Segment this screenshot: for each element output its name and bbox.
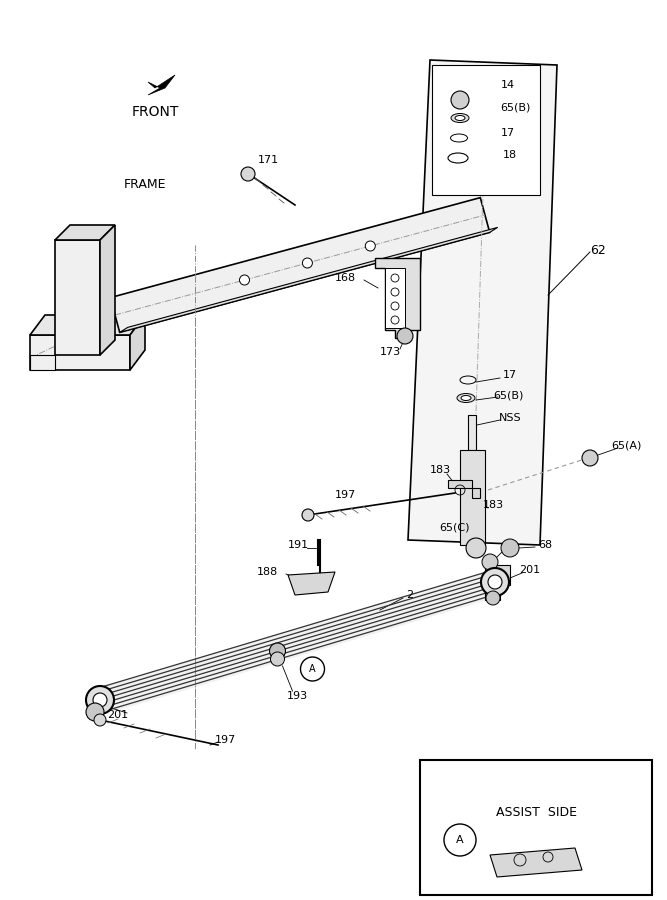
Circle shape: [501, 539, 519, 557]
Circle shape: [86, 686, 114, 714]
Text: 65(C): 65(C): [440, 523, 470, 533]
Text: FRAME: FRAME: [124, 178, 166, 192]
Polygon shape: [148, 75, 175, 95]
Polygon shape: [30, 315, 145, 335]
Text: 201: 201: [520, 565, 540, 575]
Text: 18: 18: [503, 150, 517, 160]
Circle shape: [93, 693, 107, 707]
Ellipse shape: [467, 543, 485, 553]
Text: 191: 191: [287, 540, 309, 550]
Circle shape: [302, 258, 312, 268]
Polygon shape: [97, 571, 500, 715]
Ellipse shape: [398, 332, 412, 339]
Polygon shape: [288, 572, 335, 595]
Text: 192: 192: [590, 838, 610, 848]
Text: 62: 62: [590, 244, 606, 256]
Text: 17: 17: [503, 370, 517, 380]
Circle shape: [302, 509, 314, 521]
Polygon shape: [55, 225, 115, 240]
Text: 65(A): 65(A): [611, 440, 641, 450]
Circle shape: [269, 643, 285, 659]
Polygon shape: [110, 198, 490, 332]
Text: A: A: [309, 664, 315, 674]
Text: 2: 2: [406, 590, 414, 600]
Polygon shape: [485, 565, 510, 600]
Text: 197: 197: [214, 735, 235, 745]
Polygon shape: [100, 225, 115, 355]
Text: 201: 201: [107, 710, 129, 720]
Circle shape: [94, 714, 106, 726]
Polygon shape: [375, 258, 420, 338]
Text: 17: 17: [501, 128, 515, 138]
Circle shape: [397, 328, 413, 344]
Text: 188: 188: [257, 567, 278, 577]
Polygon shape: [448, 480, 480, 498]
Text: 65(B): 65(B): [493, 390, 523, 400]
Polygon shape: [119, 228, 498, 332]
Ellipse shape: [452, 95, 468, 105]
Polygon shape: [130, 315, 145, 370]
Ellipse shape: [457, 393, 475, 402]
Text: ASSIST  SIDE: ASSIST SIDE: [496, 806, 578, 818]
Circle shape: [488, 575, 502, 589]
FancyBboxPatch shape: [420, 760, 652, 895]
Text: 197: 197: [334, 490, 356, 500]
Circle shape: [86, 703, 104, 721]
Circle shape: [451, 91, 469, 109]
Ellipse shape: [455, 115, 465, 121]
Text: 14: 14: [501, 80, 515, 90]
Ellipse shape: [451, 113, 469, 122]
Circle shape: [239, 275, 249, 285]
Circle shape: [582, 450, 598, 466]
Text: 183: 183: [482, 500, 504, 510]
Circle shape: [271, 652, 285, 666]
Polygon shape: [55, 240, 100, 355]
Polygon shape: [408, 60, 557, 545]
Text: 193: 193: [287, 691, 308, 701]
Circle shape: [481, 568, 509, 596]
Polygon shape: [30, 355, 55, 370]
Text: 68: 68: [538, 540, 552, 550]
Text: 171: 171: [257, 155, 279, 165]
Polygon shape: [490, 848, 582, 877]
Text: A: A: [456, 835, 464, 845]
Text: NSS: NSS: [499, 413, 522, 423]
Polygon shape: [30, 335, 130, 370]
Text: 65(B): 65(B): [500, 103, 530, 113]
Text: FRONT: FRONT: [131, 105, 179, 119]
Text: 103: 103: [500, 543, 520, 553]
Polygon shape: [460, 450, 485, 545]
Circle shape: [366, 241, 376, 251]
Circle shape: [241, 167, 255, 181]
Ellipse shape: [461, 395, 471, 400]
Polygon shape: [385, 268, 405, 328]
Text: 168: 168: [335, 273, 356, 283]
Circle shape: [466, 538, 486, 558]
Text: 173: 173: [380, 347, 401, 357]
Circle shape: [486, 591, 500, 605]
Text: 183: 183: [430, 465, 451, 475]
Polygon shape: [432, 65, 540, 195]
Circle shape: [482, 554, 498, 570]
Polygon shape: [468, 415, 476, 450]
